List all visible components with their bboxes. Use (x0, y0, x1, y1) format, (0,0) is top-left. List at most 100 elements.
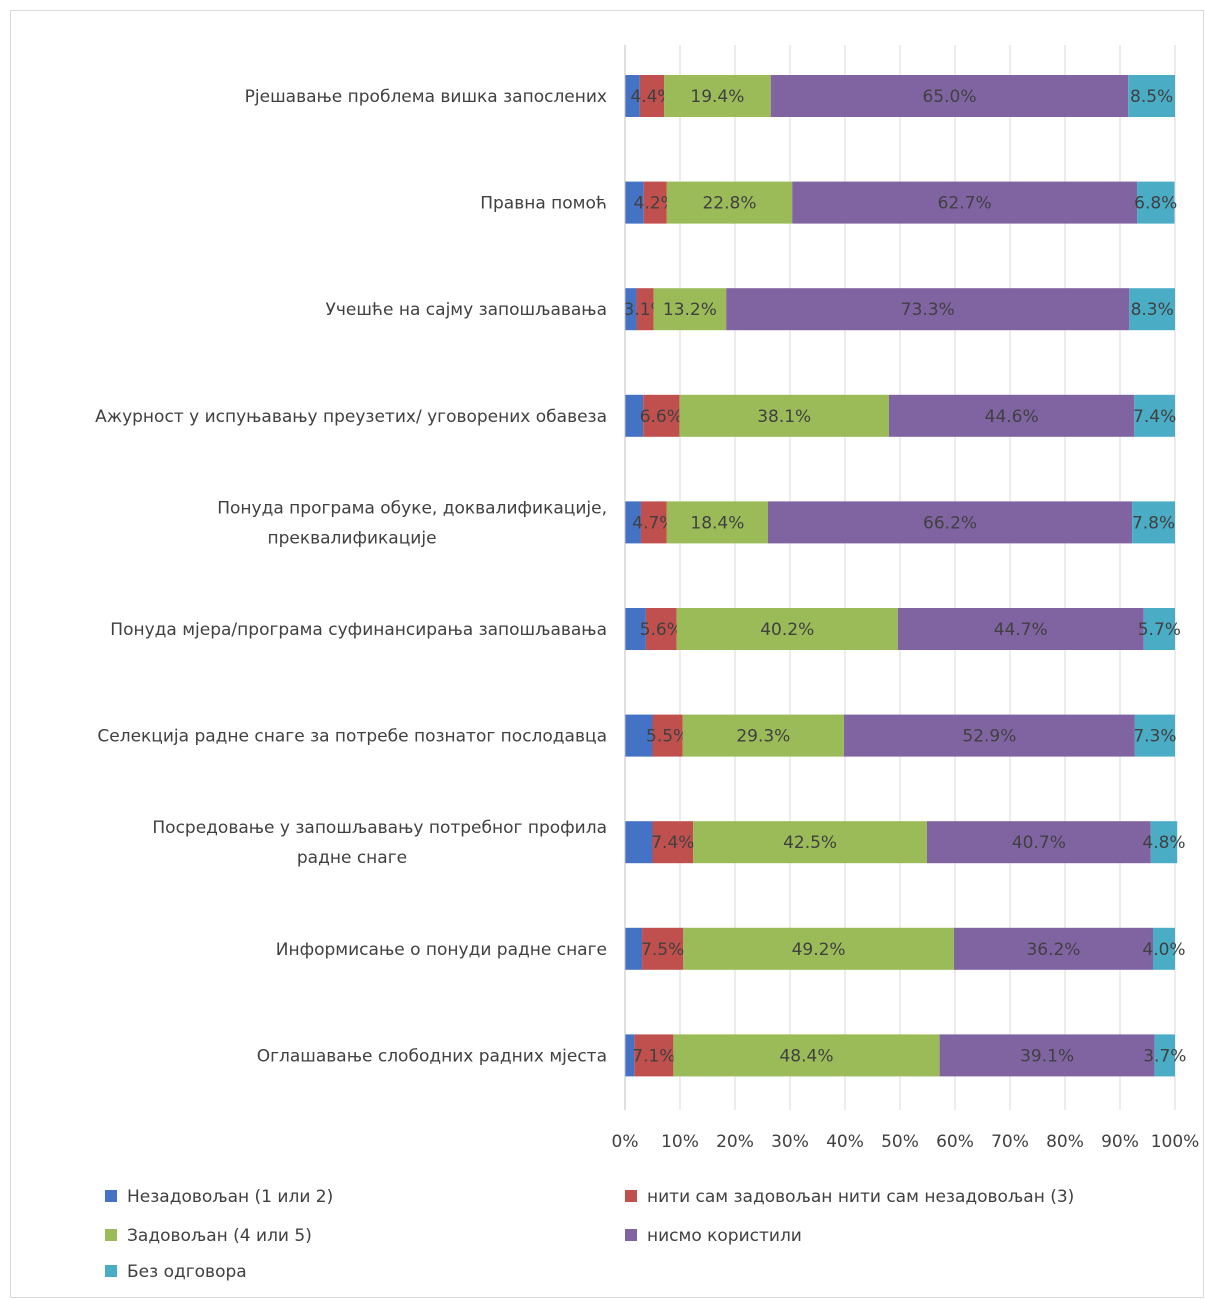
bar-segment (682, 714, 844, 757)
bar-segment (666, 501, 768, 544)
bar-segment (625, 608, 646, 650)
category-label: Ажурност у испуњавању преузетих/ уговоре… (95, 407, 607, 427)
x-tick-label: 0% (612, 1132, 639, 1152)
data-label: 40.2% (760, 620, 814, 640)
data-label: 3.7% (1143, 1046, 1186, 1066)
bar-segment (1143, 608, 1175, 650)
data-label: 4.4% (630, 87, 673, 107)
bar-segment (625, 927, 643, 970)
category-label: Оглашавање слободних радних мјеста (257, 1046, 607, 1066)
bar-segment (625, 714, 653, 757)
data-label: 36.2% (1026, 940, 1080, 960)
data-label: 6.6% (640, 407, 683, 427)
category-label: Посредовање у запошљавању потребног проф… (152, 818, 607, 868)
category-label: Учешће на сајму запошљавања (326, 300, 608, 320)
data-label: 29.3% (736, 727, 790, 747)
data-label: 7.8% (1132, 513, 1175, 533)
legend-label: Задовољан (4 или 5) (127, 1226, 312, 1246)
data-label: 38.1% (757, 407, 811, 427)
bar-segment (636, 288, 654, 331)
data-label: 62.7% (938, 194, 992, 214)
data-label: 65.0% (922, 87, 976, 107)
bar-segment (726, 288, 1130, 331)
bar-segment (625, 1034, 635, 1077)
bar-segment (625, 394, 644, 437)
x-tick-label: 60% (936, 1132, 974, 1152)
bar-segment (1132, 501, 1175, 544)
bar-segment (792, 181, 1138, 224)
category-label: Понуда мјера/програма суфинансирања запо… (110, 620, 607, 640)
data-label: 7.1% (632, 1046, 675, 1066)
bar-segment (625, 181, 644, 224)
data-label: 42.5% (783, 833, 837, 853)
data-label: 7.5% (641, 940, 684, 960)
bar-segment (1154, 1034, 1175, 1077)
bar-segment (664, 75, 771, 117)
bar-segment (1134, 394, 1175, 437)
category-label: Рјешавање проблема вишка запослених (245, 87, 607, 107)
legend-label: нисмо користили (647, 1226, 802, 1246)
data-label: 49.2% (792, 940, 846, 960)
bar-segment (639, 75, 665, 117)
bar-segment (625, 821, 653, 864)
x-tick-label: 10% (661, 1132, 699, 1152)
data-label: 44.7% (994, 620, 1048, 640)
x-tick-label: 70% (991, 1132, 1029, 1152)
bar-segment (768, 501, 1133, 544)
legend-swatch (105, 1229, 117, 1241)
bar-segment (926, 821, 1151, 864)
data-label: 4.2% (634, 194, 677, 214)
x-tick-label: 30% (771, 1132, 809, 1152)
x-tick-label: 100% (1151, 1132, 1200, 1152)
data-label: 44.6% (985, 407, 1039, 427)
bar-segment (640, 501, 667, 544)
data-label: 18.4% (690, 513, 744, 533)
bar-segment (652, 821, 694, 864)
data-label: 5.5% (646, 727, 689, 747)
bar-segment (1134, 714, 1175, 757)
bar-segment (653, 288, 727, 331)
x-tick-label: 40% (826, 1132, 864, 1152)
category-label: Правна помоћ (480, 194, 607, 214)
bar-segment (625, 288, 637, 331)
data-label: 5.7% (1138, 620, 1181, 640)
bar-segment (1137, 181, 1175, 224)
bar-segment (939, 1034, 1155, 1077)
bar-segment (679, 394, 889, 437)
bar-segment (634, 1034, 674, 1077)
data-label: 8.3% (1131, 300, 1174, 320)
x-tick-label: 90% (1101, 1132, 1139, 1152)
bar-segment (673, 1034, 940, 1077)
legend-swatch (625, 1190, 637, 1202)
category-label: Информисање о понуди радне снаге (276, 940, 607, 960)
bar-segment (676, 608, 898, 650)
x-tick-label: 80% (1046, 1132, 1084, 1152)
legend-swatch (105, 1265, 117, 1277)
bar-segment (643, 181, 667, 224)
data-label: 52.9% (962, 727, 1016, 747)
category-label: Селекција радне снаге за потребе познато… (97, 727, 607, 747)
bar-segment (953, 927, 1153, 970)
legend-label: нити сам задовољан нити сам незадовољан … (647, 1187, 1074, 1207)
data-label: 48.4% (779, 1046, 833, 1066)
data-label: 4.8% (1142, 833, 1185, 853)
data-label: 22.8% (702, 194, 756, 214)
data-label: 4.7% (632, 513, 675, 533)
bar-segment (652, 714, 683, 757)
bar-segment (625, 501, 641, 544)
bar-segment (1153, 927, 1175, 970)
bar-segment (770, 75, 1129, 117)
legend-label: Незадовољан (1 или 2) (127, 1187, 333, 1207)
bar-segment (683, 927, 954, 970)
category-label: Понуда програма обуке, доквалификације, п… (217, 498, 607, 548)
legend-swatch (625, 1229, 637, 1241)
bar-segment (625, 75, 640, 117)
data-label: 73.3% (901, 300, 955, 320)
data-label: 7.4% (651, 833, 694, 853)
bar-segment (1150, 821, 1178, 864)
data-label: 39.1% (1020, 1046, 1074, 1066)
data-label: 7.4% (1133, 407, 1176, 427)
data-label: 5.6% (640, 620, 683, 640)
bar-segment (843, 714, 1135, 757)
bar-segment (1128, 75, 1175, 117)
